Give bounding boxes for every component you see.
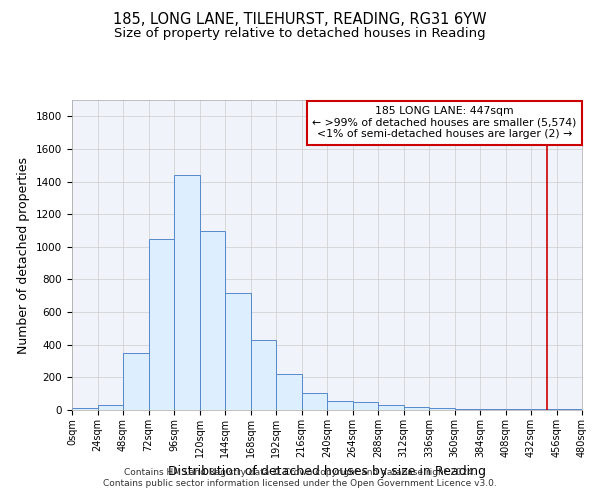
Text: 185 LONG LANE: 447sqm
← >99% of detached houses are smaller (5,574)
<1% of semi-: 185 LONG LANE: 447sqm ← >99% of detached…: [312, 106, 577, 140]
Text: Size of property relative to detached houses in Reading: Size of property relative to detached ho…: [114, 28, 486, 40]
Bar: [276, 374, 302, 410]
Bar: [404, 407, 429, 410]
Bar: [455, 408, 480, 410]
Bar: [531, 409, 557, 410]
Bar: [72, 408, 97, 410]
Text: Contains HM Land Registry data © Crown copyright and database right 2024.
Contai: Contains HM Land Registry data © Crown c…: [103, 468, 497, 487]
Bar: [302, 393, 327, 410]
X-axis label: Distribution of detached houses by size in Reading: Distribution of detached houses by size …: [168, 465, 486, 478]
Bar: [353, 402, 378, 410]
Bar: [123, 353, 149, 410]
Bar: [429, 408, 455, 410]
Bar: [378, 406, 404, 410]
Bar: [327, 400, 353, 410]
Y-axis label: Number of detached properties: Number of detached properties: [17, 156, 31, 354]
Bar: [505, 409, 531, 410]
Bar: [480, 409, 505, 410]
Bar: [557, 409, 582, 410]
Bar: [149, 238, 174, 410]
Bar: [251, 340, 276, 410]
Bar: [97, 405, 123, 410]
Bar: [199, 230, 225, 410]
Text: 185, LONG LANE, TILEHURST, READING, RG31 6YW: 185, LONG LANE, TILEHURST, READING, RG31…: [113, 12, 487, 28]
Bar: [225, 292, 251, 410]
Bar: [174, 175, 199, 410]
